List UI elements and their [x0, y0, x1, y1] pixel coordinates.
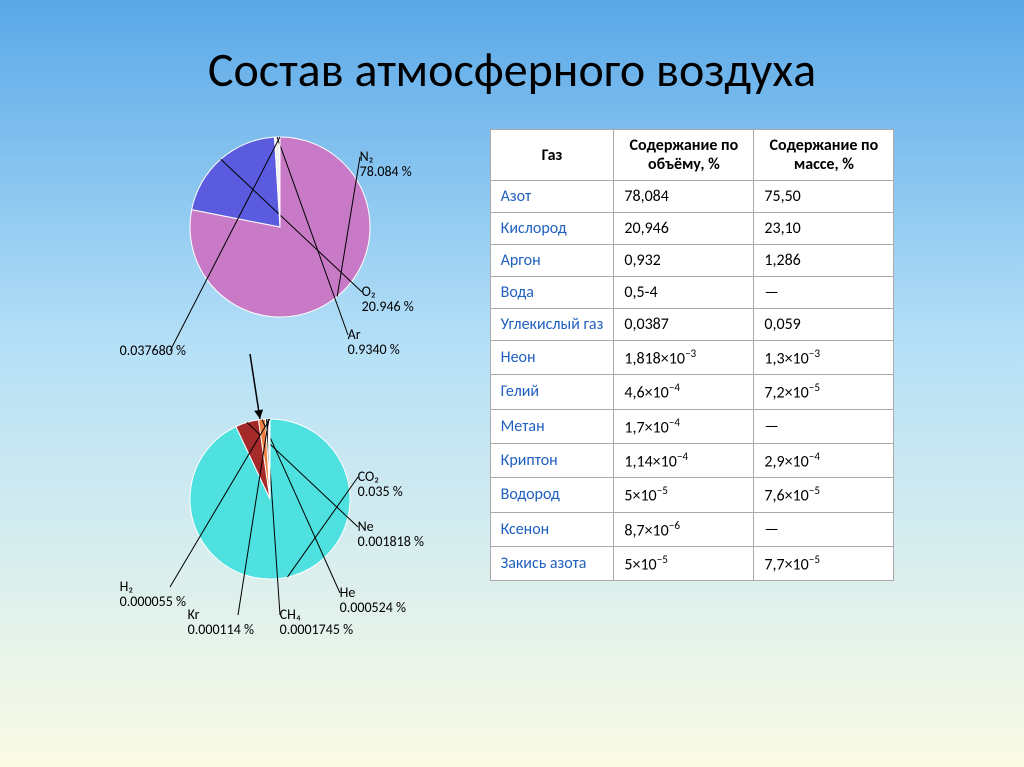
cell-mass: 7,6×10−5 — [754, 478, 894, 512]
cell-volume: 8,7×10−6 — [614, 512, 754, 546]
table-row: Неон1,818×10−31,3×10−3 — [490, 341, 894, 375]
table-row: Гелий4,6×10−47,2×10−5 — [490, 375, 894, 409]
cell-mass: — — [754, 409, 894, 443]
cell-volume: 4,6×10−4 — [614, 375, 754, 409]
table-row: Азот78,08475,50 — [490, 181, 894, 213]
table-row: Закись азота5×10−57,7×10−5 — [490, 546, 894, 580]
pie-slice-label: H₂0.000055 % — [120, 579, 186, 610]
table-header-row: Газ Содержание по объёму, % Содержание п… — [490, 130, 894, 181]
cell-volume: 20,946 — [614, 213, 754, 245]
pie-slice-label: 0.037680 % — [120, 343, 186, 358]
cell-volume: 1,818×10−3 — [614, 341, 754, 375]
pie-slice-label: N₂78.084 % — [360, 149, 412, 180]
cell-gas-name: Неон — [490, 341, 614, 375]
table-row: Ксенон8,7×10−6— — [490, 512, 894, 546]
table-row: Аргон0,9321,286 — [490, 245, 894, 277]
table-row: Вода0,5-4— — [490, 277, 894, 309]
pie-slice-label: CO₂0.035 % — [358, 469, 403, 500]
pie-chart-panel: N₂78.084 %O₂20.946 %Ar0.9340 %0.037680 %… — [130, 129, 430, 669]
col-vol: Содержание по объёму, % — [614, 130, 754, 181]
table-row: Водород5×10−57,6×10−5 — [490, 478, 894, 512]
pie-slice — [269, 419, 270, 499]
cell-mass: 7,7×10−5 — [754, 546, 894, 580]
cell-mass: 7,2×10−5 — [754, 375, 894, 409]
cell-mass: 1,286 — [754, 245, 894, 277]
cell-volume: 1,14×10−4 — [614, 443, 754, 477]
cell-mass: — — [754, 277, 894, 309]
cell-gas-name: Гелий — [490, 375, 614, 409]
cell-mass: 23,10 — [754, 213, 894, 245]
cell-volume: 0,0387 — [614, 309, 754, 341]
cell-volume: 0,5-4 — [614, 277, 754, 309]
pie-slice-label: Ar0.9340 % — [348, 327, 400, 358]
cell-gas-name: Криптон — [490, 443, 614, 477]
cell-volume: 1,7×10−4 — [614, 409, 754, 443]
col-gas: Газ — [490, 130, 614, 181]
cell-gas-name: Ксенон — [490, 512, 614, 546]
cell-mass: 1,3×10−3 — [754, 341, 894, 375]
pie-slice-label: CH₄0.0001745 % — [280, 607, 353, 638]
cell-volume: 5×10−5 — [614, 546, 754, 580]
cell-gas-name: Азот — [490, 181, 614, 213]
cell-volume: 0,932 — [614, 245, 754, 277]
content-row: N₂78.084 % O₂20.946 % Ar0.9340 % 0.037680 %… — [0, 129, 1024, 669]
table-row: Криптон1,14×10−42,9×10−4 — [490, 443, 894, 477]
cell-gas-name: Аргон — [490, 245, 614, 277]
cell-gas-name: Закись азота — [490, 546, 614, 580]
cell-volume: 78,084 — [614, 181, 754, 213]
cell-gas-name: Кислород — [490, 213, 614, 245]
cell-mass: 75,50 — [754, 181, 894, 213]
pie-slice-label: O₂20.946 % — [362, 284, 414, 315]
cell-gas-name: Водород — [490, 478, 614, 512]
cell-mass: 0,059 — [754, 309, 894, 341]
table-row: Углекислый газ0,03870,059 — [490, 309, 894, 341]
pie-slice-label: Ne0.001818 % — [358, 519, 424, 550]
cell-mass: — — [754, 512, 894, 546]
cell-volume: 5×10−5 — [614, 478, 754, 512]
table-row: Кислород20,94623,10 — [490, 213, 894, 245]
composition-table: Газ Содержание по объёму, % Содержание п… — [490, 129, 895, 581]
pie-slice-label: Kr0.000114 % — [188, 607, 254, 638]
col-mass: Содержание по массе, % — [754, 130, 894, 181]
table-row: Метан1,7×10−4— — [490, 409, 894, 443]
cell-mass: 2,9×10−4 — [754, 443, 894, 477]
cell-gas-name: Вода — [490, 277, 614, 309]
cell-gas-name: Метан — [490, 409, 614, 443]
zoom-arrow — [250, 354, 260, 419]
table-body: Азот78,08475,50Кислород20,94623,10Аргон0… — [490, 181, 894, 581]
cell-gas-name: Углекислый газ — [490, 309, 614, 341]
page-title: Состав атмосферного воздуха — [0, 0, 1024, 99]
